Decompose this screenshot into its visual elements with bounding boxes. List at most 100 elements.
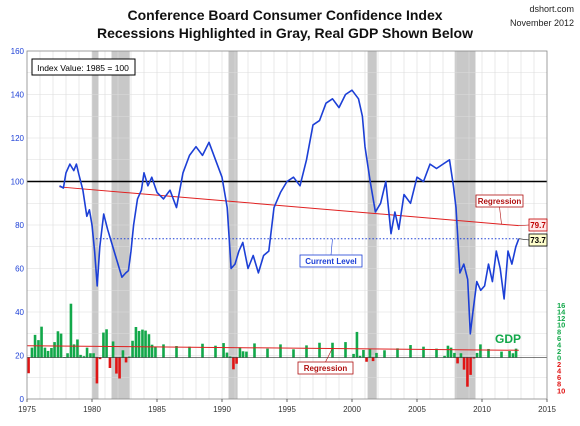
gdp-regression-line [26, 345, 519, 351]
gdp-bar [266, 348, 269, 358]
gdp-bar [76, 339, 79, 358]
gdp-bar [422, 346, 425, 358]
gdp-bar [37, 340, 40, 358]
x-tick-label: 1985 [148, 405, 166, 414]
gdp-bar [235, 357, 238, 364]
gdp-bar [462, 357, 466, 370]
gdp-tick-label: 10 [557, 386, 565, 395]
gdp-bar [162, 344, 165, 358]
y-tick-label: 60 [15, 265, 24, 274]
regression-value-label: 79.7 [530, 221, 546, 230]
gdp-bar [305, 345, 308, 358]
x-tick-label: 2010 [473, 405, 491, 414]
gdp-tick-label: 2 [557, 360, 561, 369]
gdp-series-label: GDP [495, 332, 521, 346]
gdp-bar [128, 356, 131, 358]
gdp-bar [514, 348, 518, 358]
gdp-bar [371, 357, 375, 362]
gdp-bar [56, 331, 60, 358]
y-tick-label: 120 [11, 134, 25, 143]
gdp-bar [449, 347, 453, 358]
regression-leader [499, 206, 502, 225]
gdp-bar [175, 346, 178, 358]
gdp-bar [30, 347, 34, 358]
gdp-tick-label: 6 [557, 334, 561, 343]
gdp-bar [102, 332, 105, 358]
y-tick-label: 140 [11, 91, 25, 100]
gdp-bar [331, 342, 334, 358]
gdp-bar [72, 344, 76, 358]
gdp-bar [40, 326, 43, 358]
gdp-bar [124, 357, 128, 363]
gdp-bar [365, 357, 368, 362]
gdp-bar [232, 357, 235, 370]
gdp-bar [292, 349, 295, 358]
source-label: dshort.com [529, 4, 574, 14]
gdp-bar [358, 355, 362, 358]
index-note-box: Index Value: 1985 = 100 [31, 58, 136, 76]
y-tick-label: 100 [11, 178, 25, 187]
gdp-bar [245, 351, 248, 358]
cci-series-line [59, 89, 520, 335]
gdp-tick-label: 4 [557, 340, 562, 349]
gdp-bar [443, 355, 446, 358]
gdp-bar [43, 347, 47, 358]
current-value-label: 73.7 [530, 236, 546, 245]
y-tick-label: 160 [11, 47, 25, 56]
gdp-bar [118, 357, 121, 379]
gdp-bar [453, 352, 456, 358]
gdp-bar [238, 347, 242, 358]
gdp-bar [396, 348, 399, 358]
gdp-tick-label: 2 [557, 347, 561, 356]
gdp-bar [69, 303, 73, 358]
gdp-bar [214, 345, 217, 358]
gdp-tick-label: 4 [557, 367, 562, 376]
gdp-bar [111, 341, 115, 358]
gdp-bar [472, 357, 476, 359]
gdp-bar [487, 348, 490, 358]
current-level-label: Current Level [305, 257, 357, 266]
gdp-tick-label: 10 [557, 321, 565, 330]
current-value-leader [518, 238, 530, 241]
gdp-bar [188, 346, 191, 358]
gdp-bar [375, 352, 378, 358]
gdp-bar [85, 347, 89, 358]
gdp-bar [344, 342, 347, 358]
gdp-bar [66, 353, 69, 358]
gdp-bar [225, 352, 229, 358]
gdp-bar [479, 344, 482, 358]
gdp-bar [508, 350, 511, 358]
y-tick-label: 80 [15, 221, 24, 230]
gdp-bar [352, 353, 355, 358]
gdp-bar [253, 343, 256, 358]
x-tick-label: 2000 [343, 405, 361, 414]
gdp-bar [368, 348, 372, 358]
gdp-bar [466, 357, 469, 387]
cci-regression-line [59, 186, 519, 227]
gdp-bar [409, 345, 412, 358]
gdp-tick-label: 12 [557, 314, 565, 323]
regression-value-leader [518, 224, 530, 226]
gdp-bar [456, 357, 459, 364]
gdp-bar [241, 351, 245, 358]
gdp-bar [383, 350, 386, 358]
y-tick-label: 40 [15, 308, 24, 317]
gdp-bar [131, 340, 134, 358]
gdp-bar [137, 330, 141, 358]
gdp-bar [82, 356, 86, 358]
gdp-tick-label: 14 [557, 308, 566, 317]
gdp-bar [46, 350, 50, 358]
gdp-bar [154, 346, 157, 358]
gdp-bar [228, 356, 232, 358]
gdp-bar [475, 352, 479, 358]
gdp-bar [105, 329, 108, 358]
gdp-tick-label: 8 [557, 327, 561, 336]
gdp-bar [108, 357, 112, 368]
gdp-bar [362, 349, 365, 358]
gdp-bar [115, 357, 118, 374]
x-tick-label: 1990 [213, 405, 231, 414]
gdp-bar [141, 329, 144, 358]
